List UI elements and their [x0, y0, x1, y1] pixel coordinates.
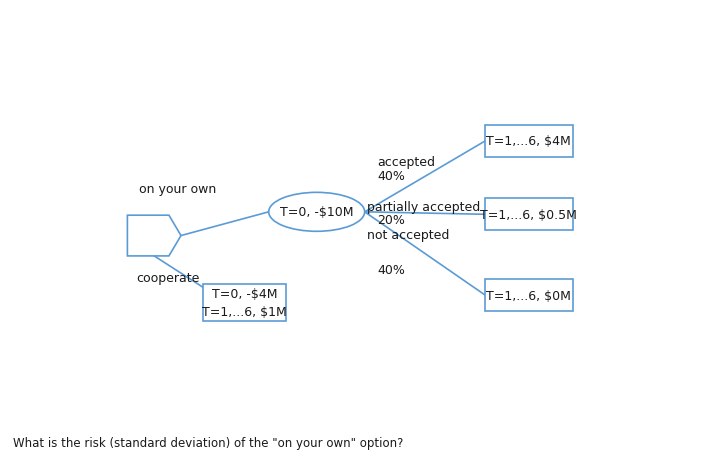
- Text: T=1,...6, $0M: T=1,...6, $0M: [486, 289, 571, 302]
- Text: 40%: 40%: [378, 263, 405, 276]
- Text: cooperate: cooperate: [136, 271, 199, 284]
- FancyBboxPatch shape: [202, 284, 286, 321]
- FancyBboxPatch shape: [485, 199, 572, 231]
- Polygon shape: [127, 216, 181, 257]
- Text: 40%: 40%: [378, 169, 405, 182]
- FancyBboxPatch shape: [485, 126, 572, 157]
- Text: on your own: on your own: [139, 183, 216, 196]
- Text: What is the risk (standard deviation) of the "on your own" option?: What is the risk (standard deviation) of…: [13, 436, 403, 449]
- Text: not accepted: not accepted: [368, 229, 450, 242]
- Text: T=1,...6, $0.5M: T=1,...6, $0.5M: [480, 208, 577, 221]
- Text: 20%: 20%: [378, 214, 405, 227]
- FancyBboxPatch shape: [485, 280, 572, 311]
- Ellipse shape: [269, 193, 365, 232]
- Text: T=0, -$10M: T=0, -$10M: [280, 206, 353, 219]
- Text: partially accepted: partially accepted: [368, 201, 480, 213]
- Text: T=1,...6, $4M: T=1,...6, $4M: [486, 135, 571, 148]
- Text: T=0, -$4M
T=1,...6, $1M: T=0, -$4M T=1,...6, $1M: [202, 287, 287, 318]
- Text: accepted: accepted: [378, 155, 435, 168]
